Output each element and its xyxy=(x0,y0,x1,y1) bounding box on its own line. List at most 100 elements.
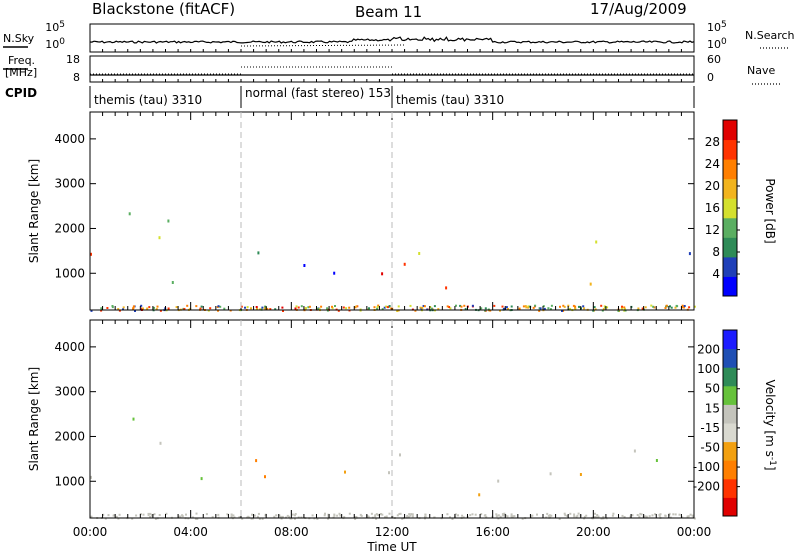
echo-cell xyxy=(693,517,696,520)
cpid-segment-label: themis (tau) 3310 xyxy=(396,93,504,107)
echo-cell xyxy=(670,306,673,309)
echo-cell xyxy=(524,305,527,308)
x-tick-label: 00:00 xyxy=(73,525,108,539)
echo-cell xyxy=(370,512,373,515)
echo-cell xyxy=(691,514,694,517)
echo-cell xyxy=(150,514,153,516)
echo-cell xyxy=(471,513,474,516)
echo-cell xyxy=(564,514,567,517)
echo-cell xyxy=(464,308,467,310)
echo-cell xyxy=(256,307,258,310)
x-axis-label: Time UT xyxy=(366,540,417,554)
echo-cell xyxy=(100,309,103,312)
echo-cell xyxy=(374,515,377,518)
echo-cell xyxy=(688,306,691,309)
y-tick-label: 1000 xyxy=(54,266,85,280)
echo-cell xyxy=(233,516,236,519)
echo-cell xyxy=(474,513,477,516)
echo-cell xyxy=(623,307,626,310)
echo-cell xyxy=(147,514,150,517)
echo-cell xyxy=(445,286,448,290)
echo-cell xyxy=(595,240,598,244)
echo-cell xyxy=(593,306,596,309)
echo-cell xyxy=(279,515,282,518)
echo-cell xyxy=(275,514,278,517)
echo-cell xyxy=(471,304,474,307)
echo-cell xyxy=(480,513,483,516)
echo-cell xyxy=(261,517,264,520)
echo-cell xyxy=(572,304,575,307)
echo-cell xyxy=(367,308,370,311)
echo-cell xyxy=(664,307,667,309)
echo-cell xyxy=(376,305,379,308)
echo-cell xyxy=(280,517,283,520)
echo-cell xyxy=(407,515,410,518)
echo-cell xyxy=(294,514,296,517)
echo-cell xyxy=(375,517,378,520)
echo-cell xyxy=(501,305,504,308)
echo-cell xyxy=(159,309,162,312)
echo-cell xyxy=(499,515,502,518)
power-y-ticks: 1000 2000 3000 4000 xyxy=(54,132,694,280)
colorbar-segment xyxy=(723,441,737,461)
echo-cell xyxy=(111,305,114,307)
colorbar-tick-label: 50 xyxy=(705,382,720,396)
echo-cell xyxy=(457,514,459,517)
echo-cell xyxy=(575,515,578,518)
echo-cell xyxy=(485,516,488,519)
echo-cell xyxy=(403,262,406,266)
echo-cell xyxy=(513,515,516,518)
echo-cell xyxy=(368,307,370,310)
cpid-segment-label: themis (tau) 3310 xyxy=(94,93,202,107)
echo-cell xyxy=(507,308,509,310)
x-tick-label: 00:00 xyxy=(677,525,712,539)
echo-cell xyxy=(320,305,323,308)
velocity-colorbar-label: Velocity [m s-1] xyxy=(763,380,777,471)
echo-cell xyxy=(107,514,110,517)
echo-cell xyxy=(563,305,566,308)
colorbar-tick-label: 100 xyxy=(697,362,720,376)
freq-tick-left-high: 18 xyxy=(66,53,80,66)
echo-cell xyxy=(264,514,267,517)
echo-cell xyxy=(240,305,243,308)
echo-cell xyxy=(261,306,264,309)
echo-cell xyxy=(383,306,386,309)
echo-cell xyxy=(484,307,487,310)
echo-cell xyxy=(344,470,346,474)
echo-cell xyxy=(274,308,277,311)
echo-cell xyxy=(255,459,258,463)
echo-cell xyxy=(636,514,639,516)
y-tick-label: 3000 xyxy=(54,177,85,191)
echo-cell xyxy=(687,515,690,518)
colorbar-tick-label: 200 xyxy=(697,343,720,357)
echo-cell xyxy=(693,305,696,308)
colorbar-tick-label: 28 xyxy=(705,135,720,149)
echo-cell xyxy=(549,308,552,311)
colorbar-tick-label: 4 xyxy=(712,267,720,281)
y-tick-label: 3000 xyxy=(54,385,85,399)
echo-cell xyxy=(675,304,678,307)
echo-cell xyxy=(381,308,384,311)
echo-cell xyxy=(562,304,565,307)
freq-unit-label: [MHz] xyxy=(5,66,37,79)
echo-cell xyxy=(594,308,597,311)
echo-cell xyxy=(461,514,464,517)
power-panel: 1000 2000 3000 4000 Slant Range [km] xyxy=(27,111,696,312)
colorbar-segment xyxy=(723,497,737,517)
echo-cell xyxy=(522,305,525,308)
echo-cell xyxy=(640,513,643,516)
echo-cell xyxy=(577,512,580,515)
echo-cell xyxy=(579,473,582,476)
echo-cell xyxy=(621,514,624,517)
echo-cell xyxy=(644,306,647,309)
echo-cell xyxy=(563,512,566,515)
echo-cell xyxy=(131,517,134,520)
echo-cell xyxy=(422,305,425,307)
echo-cell xyxy=(134,310,136,312)
echo-cell xyxy=(354,517,357,520)
echo-cell xyxy=(90,309,93,312)
echo-cell xyxy=(499,309,501,312)
echo-cell xyxy=(567,304,570,307)
echo-cell xyxy=(195,305,198,308)
